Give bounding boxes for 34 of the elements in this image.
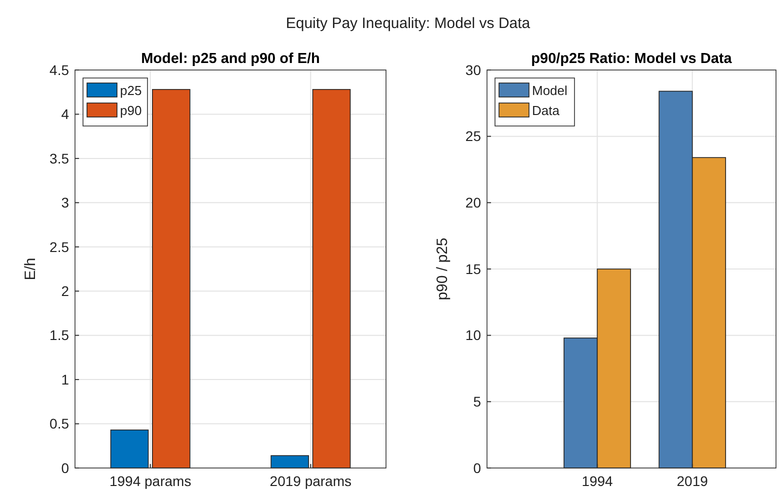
y-tick-label: 4 (61, 106, 70, 122)
bar (152, 89, 190, 468)
legend-label: Model (532, 83, 568, 98)
y-axis-title: p90 / p25 (434, 238, 451, 300)
x-tick-label: 1994 params (109, 473, 192, 489)
x-tick-label: 2019 (676, 473, 708, 489)
x-tick-label: 2019 params (270, 473, 352, 489)
legend-label: p25 (120, 83, 142, 98)
y-tick-label: 25 (465, 128, 482, 144)
y-tick-label: 0 (61, 460, 70, 476)
y-tick-label: 0.5 (50, 416, 70, 432)
y-tick-label: 5 (473, 394, 482, 410)
y-tick-label: 3.5 (50, 150, 70, 166)
y-tick-label: 2 (61, 283, 70, 300)
y-axis-title: E/h (22, 258, 39, 280)
y-tick-label: 0 (473, 460, 482, 476)
y-tick-label: 15 (465, 260, 482, 277)
bar (270, 455, 309, 468)
y-tick-label: 1.5 (50, 327, 70, 344)
legend-label: Data (532, 103, 560, 118)
bar (110, 430, 149, 468)
y-tick-label: 1 (61, 371, 70, 388)
legend-label: p90 (120, 103, 142, 118)
bar (312, 89, 351, 468)
y-tick-label: 2.5 (50, 238, 70, 255)
y-tick-label: 4.5 (50, 62, 70, 78)
y-tick-label: 3 (61, 194, 70, 211)
y-tick-label: 30 (465, 62, 482, 78)
chart-title: p90/p25 Ratio: Model vs Data (531, 51, 733, 67)
y-tick-label: 10 (465, 327, 482, 344)
x-tick-label: 1994 (582, 473, 614, 489)
chart-title: Model: p25 and p90 of E/h (141, 51, 320, 67)
y-tick-label: 20 (465, 194, 482, 211)
text: Equity Pay Inequality: Model vs Data (286, 15, 531, 32)
